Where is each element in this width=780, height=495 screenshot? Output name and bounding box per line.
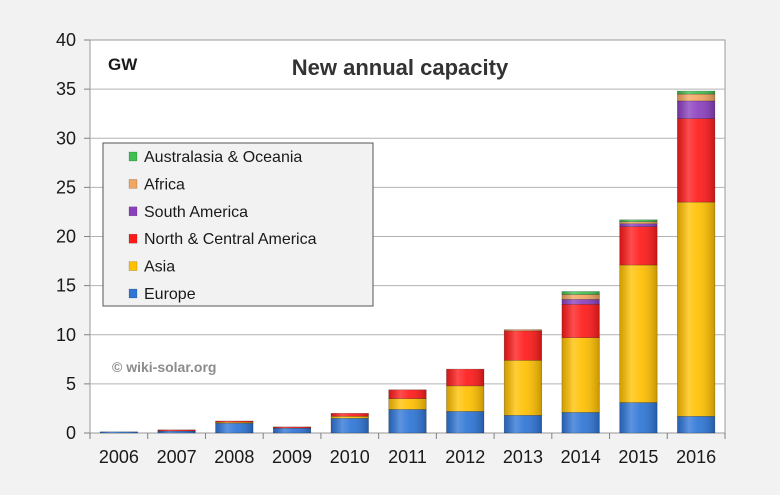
bar-segment-shade bbox=[677, 101, 715, 119]
bar-segment-shade bbox=[389, 409, 427, 433]
bar-segment-shade bbox=[562, 299, 600, 304]
bar-segment-shade bbox=[273, 427, 311, 428]
bar-segment-shade bbox=[504, 330, 542, 331]
bar-segment-shade bbox=[562, 292, 600, 295]
x-tick-label: 2012 bbox=[445, 447, 485, 467]
legend-label: North & Central America bbox=[144, 231, 317, 248]
bar-segment-shade bbox=[100, 432, 138, 433]
bar-segment-shade bbox=[504, 360, 542, 415]
bar-segment-shade bbox=[620, 224, 658, 227]
legend-label: Europe bbox=[144, 286, 196, 303]
y-tick-label: 40 bbox=[56, 30, 76, 50]
legend-swatch bbox=[129, 152, 137, 161]
bar-segment-shade bbox=[562, 338, 600, 413]
y-tick-label: 35 bbox=[56, 79, 76, 99]
legend-label: Africa bbox=[144, 176, 185, 193]
bar-segment-shade bbox=[504, 331, 542, 360]
y-tick-label: 5 bbox=[66, 374, 76, 394]
bar-segment-shade bbox=[158, 430, 196, 431]
watermark: © wiki-solar.org bbox=[112, 359, 216, 375]
chart-title: New annual capacity bbox=[292, 55, 509, 80]
legend: Australasia & Oceania Africa South America… bbox=[103, 143, 373, 306]
bar-segment-shade bbox=[389, 399, 427, 410]
bar-segment-shade bbox=[620, 403, 658, 433]
x-tick-label: 2014 bbox=[561, 447, 601, 467]
y-tick-label: 30 bbox=[56, 128, 76, 148]
chart-root: 0 5 10 15 20 25 30 35 40 2006 2007 2008 2009 2010 2011… bbox=[0, 0, 780, 490]
bar-segment-shade bbox=[620, 265, 658, 403]
bar-segment-shade bbox=[331, 418, 369, 433]
bar-segment-shade bbox=[677, 91, 715, 94]
y-tick-label: 20 bbox=[56, 227, 76, 247]
legend-swatch bbox=[129, 289, 137, 298]
bar-segment-shade bbox=[677, 119, 715, 203]
bar-segment-shade bbox=[216, 421, 254, 422]
bar-segment-shade bbox=[389, 390, 427, 399]
x-tick-label: 2010 bbox=[330, 447, 370, 467]
y-tick-label: 25 bbox=[56, 177, 76, 197]
bar-segment-shade bbox=[446, 411, 484, 433]
bar-segment-shade bbox=[446, 386, 484, 412]
x-tick-label: 2007 bbox=[157, 447, 197, 467]
bar-segment-shade bbox=[677, 94, 715, 101]
x-tick-label: 2015 bbox=[618, 447, 658, 467]
legend-label: Asia bbox=[144, 259, 175, 276]
x-tick-label: 2008 bbox=[214, 447, 254, 467]
legend-label: Australasia & Oceania bbox=[144, 149, 302, 166]
bar-segment-shade bbox=[504, 415, 542, 433]
y-tick-label: 0 bbox=[66, 423, 76, 443]
bar-segment-shade bbox=[446, 369, 484, 386]
legend-label: South America bbox=[144, 204, 248, 221]
y-tick-label: 10 bbox=[56, 325, 76, 345]
x-tick-label: 2006 bbox=[99, 447, 139, 467]
legend-swatch bbox=[129, 262, 137, 271]
bar-segment-shade bbox=[677, 416, 715, 433]
legend-box bbox=[103, 143, 373, 306]
bar-segment-shade bbox=[331, 413, 369, 416]
unit-label: GW bbox=[108, 55, 138, 74]
stacked-bar-chart: 0 5 10 15 20 25 30 35 40 2006 2007 2008 2009 2010 2011… bbox=[0, 0, 780, 490]
legend-swatch bbox=[129, 207, 137, 216]
legend-swatch bbox=[129, 179, 137, 188]
bar-segment-shade bbox=[562, 304, 600, 337]
y-tick-label: 15 bbox=[56, 276, 76, 296]
bar-segment-shade bbox=[620, 227, 658, 265]
bar-segment-shade bbox=[273, 428, 311, 433]
bar-segment-shade bbox=[216, 423, 254, 433]
x-tick-label: 2016 bbox=[676, 447, 716, 467]
bar-segment-shade bbox=[562, 294, 600, 299]
x-tick-label: 2011 bbox=[388, 447, 427, 467]
bar-segment-shade bbox=[562, 412, 600, 433]
legend-swatch bbox=[129, 234, 137, 243]
x-tick-label: 2009 bbox=[272, 447, 312, 467]
x-tick-label: 2013 bbox=[503, 447, 543, 467]
bar-segment-shade bbox=[620, 220, 658, 222]
bar-segment-shade bbox=[677, 202, 715, 416]
